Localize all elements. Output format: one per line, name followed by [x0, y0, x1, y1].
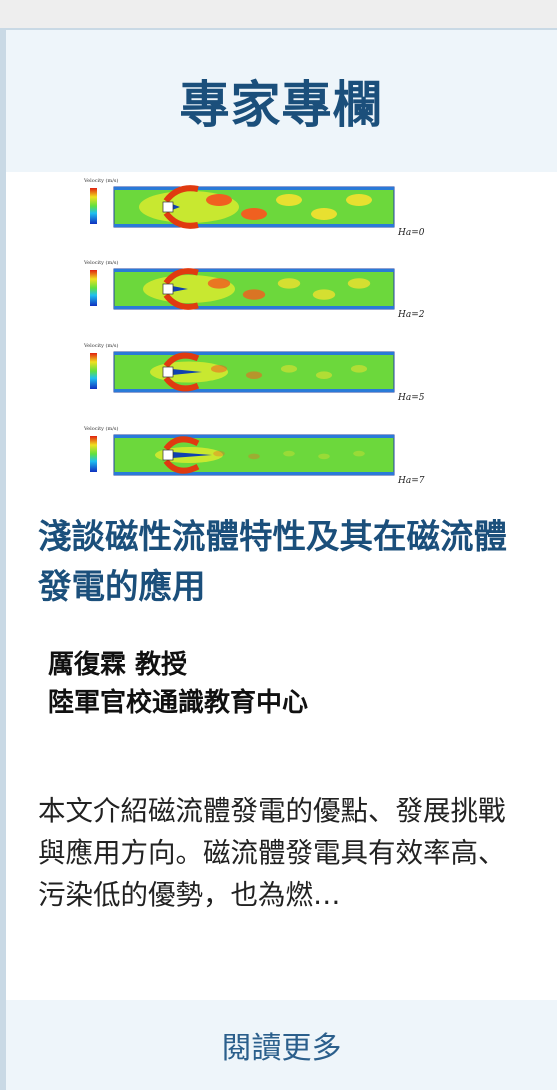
read-more-button[interactable]: 閱讀更多	[221, 1031, 342, 1066]
wall-top	[113, 435, 394, 438]
wake-core	[171, 369, 202, 375]
shear-layer	[163, 436, 199, 451]
legend-title: Velocity (m/s)	[83, 259, 118, 266]
colorbar	[89, 436, 97, 472]
colorbar	[89, 188, 97, 224]
vortex	[245, 371, 262, 379]
wall-top	[113, 187, 394, 190]
wall-bottom	[113, 472, 394, 475]
header-title: 專家專欄	[179, 76, 384, 134]
vortex	[317, 453, 330, 460]
panel-label: Ha=5	[397, 393, 425, 403]
vortex	[345, 194, 372, 206]
wall-bottom	[113, 389, 394, 392]
wall-top	[113, 269, 394, 272]
vortex	[282, 450, 295, 457]
vortex	[280, 365, 297, 373]
panel-label: Ha=2	[397, 310, 425, 320]
colorbar	[89, 270, 97, 306]
article-image: Velocity (m/s) Ha=0 Velocity (m/s) Ha=2 Velo…	[83, 177, 425, 486]
vortex	[247, 453, 260, 460]
legend-title: Velocity (m/s)	[83, 342, 118, 349]
vortex	[275, 194, 302, 206]
column-card: 專家專欄 Velocity (m/s) Ha=0 Velocity (m/s) Ha=…	[0, 28, 557, 1090]
shear-layer	[163, 293, 199, 310]
vortex	[212, 450, 225, 457]
wake-core	[171, 452, 212, 458]
vortex	[352, 450, 365, 457]
shear-layer	[163, 459, 199, 474]
cylinder	[162, 449, 173, 461]
wake-core	[171, 204, 180, 210]
summary: 本文介紹磁流體發電的優點、發展挑戰與應用方向。磁流體發電具有效率高、污染低的優勢…	[38, 795, 506, 911]
wall-bottom	[113, 224, 394, 227]
panel-label: Ha=7	[397, 476, 425, 486]
vortex	[207, 278, 230, 289]
author: 厲復霖 教授	[48, 650, 188, 680]
vortex	[312, 289, 335, 300]
vortex	[210, 365, 227, 373]
shear-layer	[163, 185, 199, 203]
shear-layer	[163, 376, 199, 392]
legend-title: Velocity (m/s)	[83, 425, 118, 432]
cylinder	[162, 366, 173, 378]
vortex	[205, 194, 232, 206]
vortex	[277, 278, 300, 289]
cylinder	[162, 201, 173, 213]
legend-title: Velocity (m/s)	[83, 177, 118, 184]
panel-label: Ha=0	[397, 228, 425, 238]
wall-bottom	[113, 306, 394, 309]
shear-layer	[163, 352, 199, 368]
wake-core	[171, 286, 188, 292]
shear-layer	[163, 211, 199, 229]
vortex	[240, 208, 267, 220]
vortex	[310, 208, 337, 220]
colorbar	[89, 353, 97, 389]
vortex	[350, 365, 367, 373]
affiliation: 陸軍官校通識教育中心	[48, 688, 309, 718]
vortex	[315, 371, 332, 379]
vortex	[347, 278, 370, 289]
cylinder	[162, 283, 173, 295]
article-title[interactable]: 淺談磁性流體特性及其在磁流體發電的應用	[38, 517, 507, 606]
header: 專家專欄	[6, 30, 557, 172]
shear-layer	[163, 268, 199, 285]
vortex	[242, 289, 265, 300]
wall-top	[113, 352, 394, 355]
footer: 閱讀更多	[6, 1000, 557, 1090]
